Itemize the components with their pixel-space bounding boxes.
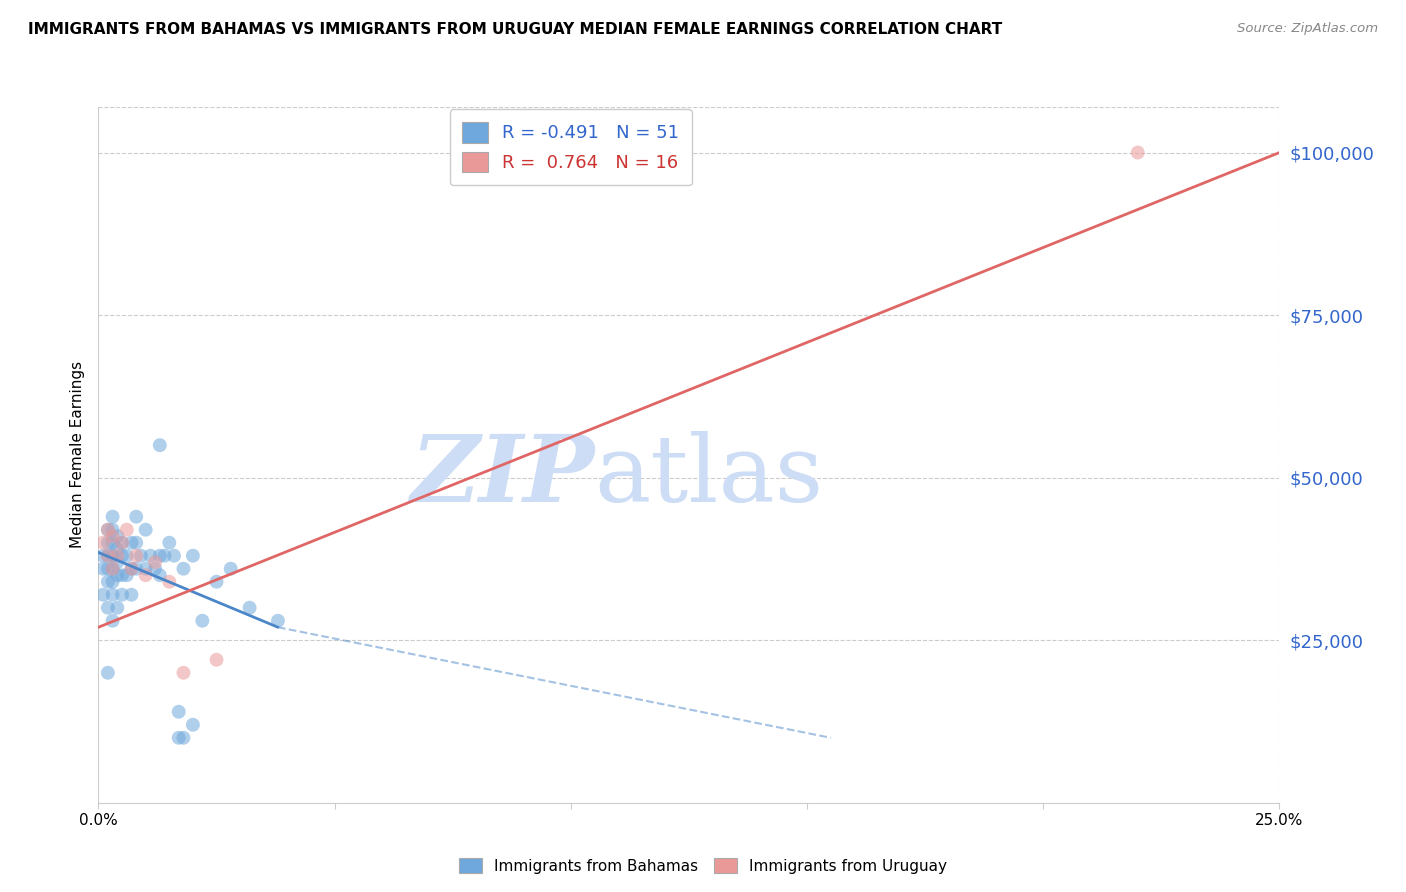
Point: [135, 523, 157, 537]
Point: [121, 535, 143, 549]
Point: [139, 549, 162, 563]
Point: [97, 574, 120, 589]
Point: [111, 535, 134, 549]
Point: [105, 555, 128, 569]
Point: [101, 529, 124, 543]
Point: [153, 549, 176, 563]
Point: [125, 509, 148, 524]
Point: [115, 549, 138, 563]
Point: [143, 562, 166, 576]
Point: [167, 731, 190, 745]
Point: [149, 568, 172, 582]
Point: [125, 535, 148, 549]
Point: [121, 588, 143, 602]
Point: [181, 549, 204, 563]
Point: [115, 523, 138, 537]
Point: [191, 614, 214, 628]
Point: [167, 705, 190, 719]
Point: [135, 562, 157, 576]
Point: [97, 600, 120, 615]
Point: [97, 535, 120, 549]
Point: [135, 568, 157, 582]
Point: [91, 535, 114, 549]
Legend: Immigrants from Bahamas, Immigrants from Uruguay: Immigrants from Bahamas, Immigrants from…: [453, 852, 953, 880]
Point: [163, 549, 186, 563]
Point: [1126, 145, 1149, 160]
Point: [101, 588, 124, 602]
Point: [205, 653, 228, 667]
Point: [181, 718, 204, 732]
Point: [219, 562, 242, 576]
Point: [157, 535, 180, 549]
Point: [111, 568, 134, 582]
Point: [101, 562, 124, 576]
Point: [149, 438, 172, 452]
Point: [111, 549, 134, 563]
Point: [101, 549, 124, 563]
Point: [97, 523, 120, 537]
Text: Source: ZipAtlas.com: Source: ZipAtlas.com: [1237, 22, 1378, 36]
Point: [205, 574, 228, 589]
Point: [91, 562, 114, 576]
Point: [97, 665, 120, 680]
Point: [105, 529, 128, 543]
Point: [105, 542, 128, 557]
Point: [97, 523, 120, 537]
Point: [105, 549, 128, 563]
Point: [121, 562, 143, 576]
Point: [111, 588, 134, 602]
Point: [111, 535, 134, 549]
Legend: R = -0.491   N = 51, R =  0.764   N = 16: R = -0.491 N = 51, R = 0.764 N = 16: [450, 109, 692, 186]
Point: [143, 555, 166, 569]
Point: [125, 549, 148, 563]
Point: [172, 562, 194, 576]
Point: [101, 614, 124, 628]
Point: [97, 562, 120, 576]
Point: [101, 574, 124, 589]
Point: [239, 600, 262, 615]
Point: [149, 549, 172, 563]
Point: [101, 535, 124, 549]
Point: [101, 509, 124, 524]
Text: IMMIGRANTS FROM BAHAMAS VS IMMIGRANTS FROM URUGUAY MEDIAN FEMALE EARNINGS CORREL: IMMIGRANTS FROM BAHAMAS VS IMMIGRANTS FR…: [28, 22, 1002, 37]
Text: atlas: atlas: [595, 431, 824, 521]
Point: [97, 549, 120, 563]
Point: [121, 562, 143, 576]
Point: [129, 549, 152, 563]
Point: [97, 549, 120, 563]
Point: [157, 574, 180, 589]
Text: ZIP: ZIP: [411, 431, 595, 521]
Point: [172, 665, 194, 680]
Point: [172, 731, 194, 745]
Point: [91, 549, 114, 563]
Point: [125, 562, 148, 576]
Point: [101, 562, 124, 576]
Point: [105, 600, 128, 615]
Point: [101, 523, 124, 537]
Point: [105, 568, 128, 582]
Point: [115, 568, 138, 582]
Point: [267, 614, 290, 628]
Point: [91, 588, 114, 602]
Y-axis label: Median Female Earnings: Median Female Earnings: [69, 361, 84, 549]
